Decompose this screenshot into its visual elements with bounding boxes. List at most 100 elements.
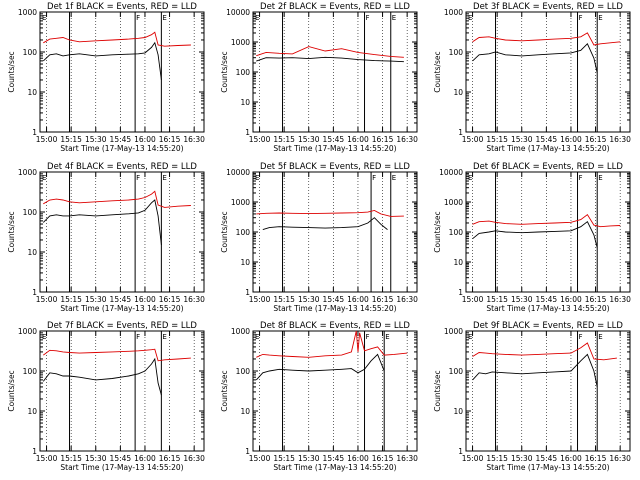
y-tick-label: 10 [453,88,463,97]
x-tick-label: 16:15 [585,135,607,144]
x-tick-label: 16:00 [347,135,369,144]
x-tick-label: 15:30 [511,295,533,304]
y-tick-label: 10 [27,88,37,97]
flag-label-left: E [162,14,166,22]
series-line-red [43,31,191,47]
x-axis-label: Start Time (17-May-13 14:55:20) [273,144,396,153]
flag-label-left: E [162,333,166,341]
chart-panel-7: Det 7f BLACK = Events, RED = LLD 1 10 100 10… [7,321,205,472]
series-line-red [256,210,404,217]
x-tick-label: 15:00 [36,135,58,144]
y-tick-label: 100 [236,68,251,77]
x-tick-label: 15:00 [462,135,484,144]
y-tick-label: 1 [458,128,463,137]
y-tick-label: 10 [240,407,250,416]
plot-frame [252,330,418,452]
y-tick-label: 10 [240,258,250,267]
flag-label-left: E [392,14,396,22]
x-tick-label: 16:30 [396,135,418,144]
y-tick-label: 1 [32,288,37,297]
y-tick-label: 100 [23,48,38,57]
x-tick-label: 16:00 [347,454,369,463]
series-line-black [42,41,162,81]
chart-panel-2: Det 2f BLACK = Events, RED = LLD 1 10 100 10… [220,2,418,153]
flag-label-left: E [255,333,259,341]
plot-frame [39,330,205,452]
y-tick-label: 10000 [226,168,250,177]
x-tick-label: 16:30 [609,135,631,144]
x-tick-label: 16:15 [372,454,394,463]
x-tick-label: 16:15 [372,295,394,304]
flag-label-right: F [372,174,376,182]
y-axis-label: Counts/sec [433,370,442,411]
x-tick-label: 16:30 [609,454,631,463]
x-tick-label: 16:30 [183,135,205,144]
flag-label-right: F [579,333,583,341]
chart-title: Det 8f BLACK = Events, RED = LLD [260,321,410,331]
y-tick-label: 100 [236,228,251,237]
x-tick-label: 15:30 [85,295,107,304]
x-tick-label: 16:15 [585,454,607,463]
y-tick-label: 100 [449,367,464,376]
series-line-red [256,46,404,58]
x-tick-label: 15:45 [323,135,345,144]
x-tick-label: 16:15 [585,295,607,304]
series-line-red [43,190,191,208]
chart-title: Det 2f BLACK = Events, RED = LLD [260,2,410,12]
series-line-black [472,221,598,248]
flag-label-right: F [136,14,140,22]
chart-panel-9: Det 9f BLACK = Events, RED = LLD 1 10 100 10… [433,321,631,472]
flag-label-left: E [42,174,46,182]
x-tick-label: 15:30 [85,454,107,463]
flag-label-left: E [255,14,259,22]
x-tick-label: 15:00 [36,295,58,304]
x-tick-label: 15:45 [536,454,558,463]
x-tick-label: 15:30 [511,454,533,463]
x-tick-label: 16:00 [134,135,156,144]
flag-label-right: F [136,333,140,341]
x-axis-label: Start Time (17-May-13 14:55:20) [60,304,183,313]
flag-label-right: F [579,174,583,182]
x-tick-label: 16:30 [183,295,205,304]
plot-frame [39,171,205,293]
chart-panel-8: Det 8f BLACK = Events, RED = LLD 1 10 100 10… [220,321,418,472]
x-tick-label: 15:15 [273,295,295,304]
flag-label-left: E [468,174,472,182]
flag-label-left: E [385,333,389,341]
x-tick-label: 16:00 [560,295,582,304]
flag-label-left: E [598,333,602,341]
x-axis-label: Start Time (17-May-13 14:55:20) [486,304,609,313]
x-axis-label: Start Time (17-May-13 14:55:20) [60,144,183,153]
y-tick-label: 1 [245,128,250,137]
x-tick-label: 16:00 [347,295,369,304]
x-tick-label: 15:15 [273,454,295,463]
x-tick-label: 16:00 [134,295,156,304]
x-tick-label: 16:30 [396,454,418,463]
series-line-red [472,32,621,46]
x-axis-label: Start Time (17-May-13 14:55:20) [60,463,183,472]
x-tick-label: 15:00 [249,135,271,144]
y-tick-label: 1 [32,447,37,456]
x-tick-label: 15:45 [110,295,132,304]
x-tick-label: 16:30 [396,295,418,304]
x-tick-label: 15:15 [486,454,508,463]
flag-label-left: E [42,14,46,22]
x-tick-label: 15:00 [462,454,484,463]
y-tick-label: 100 [449,48,464,57]
x-tick-label: 16:30 [609,295,631,304]
x-axis-label: Start Time (17-May-13 14:55:20) [273,463,396,472]
series-line-red [43,348,191,362]
x-tick-label: 16:15 [159,295,181,304]
x-tick-label: 15:15 [486,135,508,144]
y-tick-label: 1000 [444,198,463,207]
x-tick-label: 15:00 [249,454,271,463]
flag-label-left: E [598,174,602,182]
y-tick-label: 1000 [231,327,250,336]
flag-label-left: E [468,14,472,22]
y-tick-label: 1000 [444,8,463,17]
y-tick-label: 100 [449,228,464,237]
x-tick-label: 16:15 [159,454,181,463]
series-line-black [472,43,598,73]
